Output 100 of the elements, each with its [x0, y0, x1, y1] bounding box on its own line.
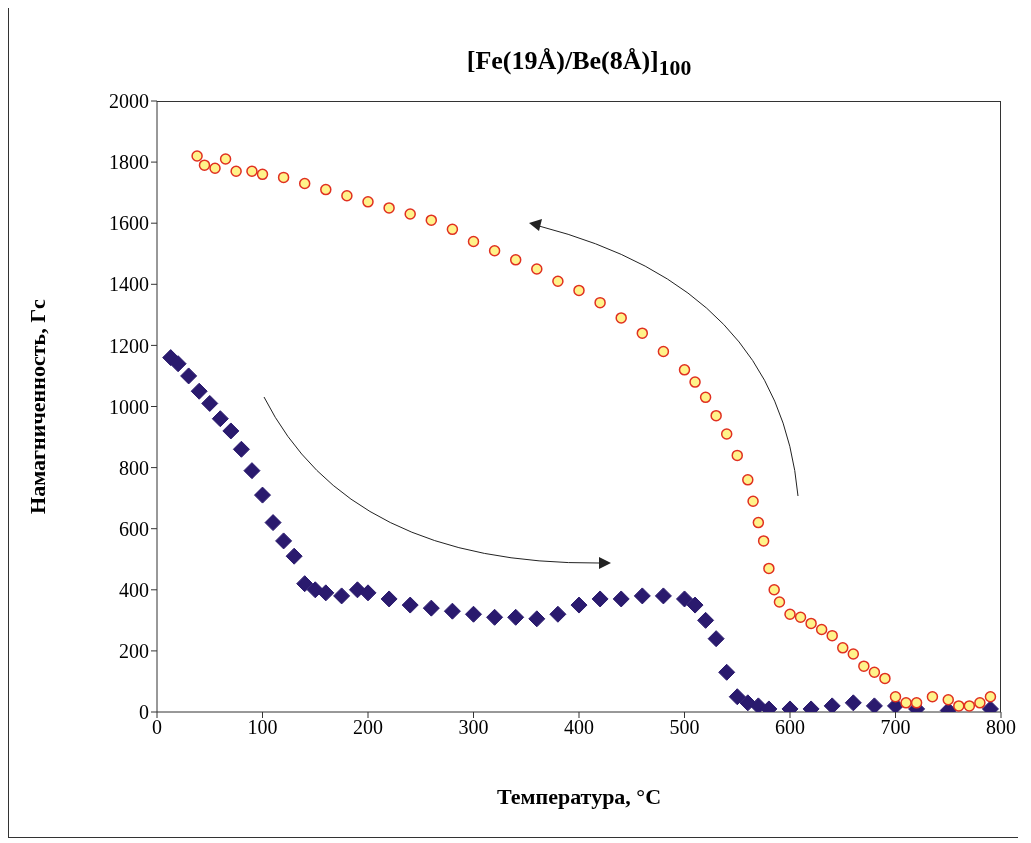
point	[805, 617, 817, 630]
point	[246, 165, 258, 178]
y-tick-label: 1400	[109, 273, 149, 296]
point	[844, 694, 862, 712]
chart-title: [Fe(19Å)/Be(8Å)]$_{100}$	[465, 46, 693, 82]
point	[383, 202, 395, 214]
point	[285, 547, 303, 565]
point	[763, 562, 775, 575]
y-axis-title: Намагниченность, Гс	[24, 298, 50, 514]
point	[422, 599, 440, 617]
point	[243, 462, 261, 480]
point	[900, 697, 912, 709]
point	[837, 642, 849, 654]
point	[443, 602, 461, 620]
point	[275, 532, 293, 550]
point	[362, 196, 374, 208]
point	[254, 486, 271, 504]
point	[689, 376, 701, 388]
point	[773, 596, 786, 608]
point	[858, 660, 870, 672]
point	[191, 150, 203, 162]
x-tick-label: 800	[986, 716, 1016, 739]
point	[320, 183, 332, 196]
point	[359, 584, 377, 602]
y-tick-label: 400	[119, 578, 149, 601]
point	[446, 223, 459, 236]
point	[222, 422, 240, 440]
point	[190, 382, 208, 400]
x-tick-label: 600	[775, 716, 805, 739]
point	[401, 596, 419, 614]
point	[926, 690, 939, 703]
point	[963, 700, 976, 712]
point	[298, 177, 311, 190]
point	[707, 630, 725, 648]
point	[509, 254, 522, 266]
point	[676, 590, 693, 608]
point	[889, 690, 902, 703]
point	[380, 590, 398, 608]
point	[549, 605, 567, 623]
point	[528, 610, 546, 628]
point	[264, 514, 282, 532]
point	[633, 587, 651, 605]
y-tick-label: 0	[139, 701, 149, 724]
point	[742, 474, 754, 486]
point	[277, 171, 290, 184]
point	[815, 623, 828, 636]
point	[341, 189, 353, 202]
x-tick-label: 300	[458, 716, 489, 739]
point	[486, 608, 504, 626]
point	[654, 587, 672, 605]
point	[699, 391, 712, 404]
point	[467, 235, 480, 248]
point	[180, 367, 198, 385]
point	[718, 663, 736, 681]
point	[570, 596, 588, 614]
point	[552, 275, 564, 287]
point	[198, 159, 211, 171]
point	[847, 648, 860, 660]
point	[201, 394, 219, 412]
x-tick-label: 200	[353, 716, 383, 739]
point	[784, 608, 796, 620]
point	[720, 428, 733, 440]
point	[868, 666, 881, 679]
point	[865, 697, 883, 712]
point	[826, 629, 838, 642]
point	[697, 611, 715, 629]
point	[507, 608, 525, 626]
point	[219, 153, 232, 165]
point	[728, 688, 746, 706]
point	[953, 700, 965, 712]
point	[942, 694, 954, 706]
point	[594, 296, 606, 309]
point	[232, 440, 250, 458]
point	[757, 535, 770, 547]
point	[209, 162, 221, 174]
point	[678, 364, 691, 376]
point	[465, 605, 482, 623]
point	[169, 355, 187, 373]
x-tick-label: 700	[880, 716, 911, 739]
point	[636, 327, 649, 339]
y-tick-label: 1600	[109, 212, 149, 235]
point	[615, 312, 627, 324]
x-tick-label: 400	[564, 716, 594, 739]
point	[710, 409, 722, 422]
point	[591, 590, 609, 608]
point	[296, 575, 314, 593]
point	[823, 697, 841, 712]
point	[731, 449, 743, 462]
x-tick-label: 100	[247, 716, 278, 739]
point	[531, 263, 543, 275]
point	[404, 208, 416, 220]
point	[333, 587, 351, 605]
point	[317, 584, 335, 602]
point	[348, 581, 366, 599]
point	[230, 165, 242, 178]
point	[573, 284, 585, 297]
point	[984, 690, 997, 703]
y-tick-label: 600	[119, 517, 149, 540]
point	[747, 495, 759, 507]
x-axis-title: Температура, °C	[496, 784, 662, 809]
